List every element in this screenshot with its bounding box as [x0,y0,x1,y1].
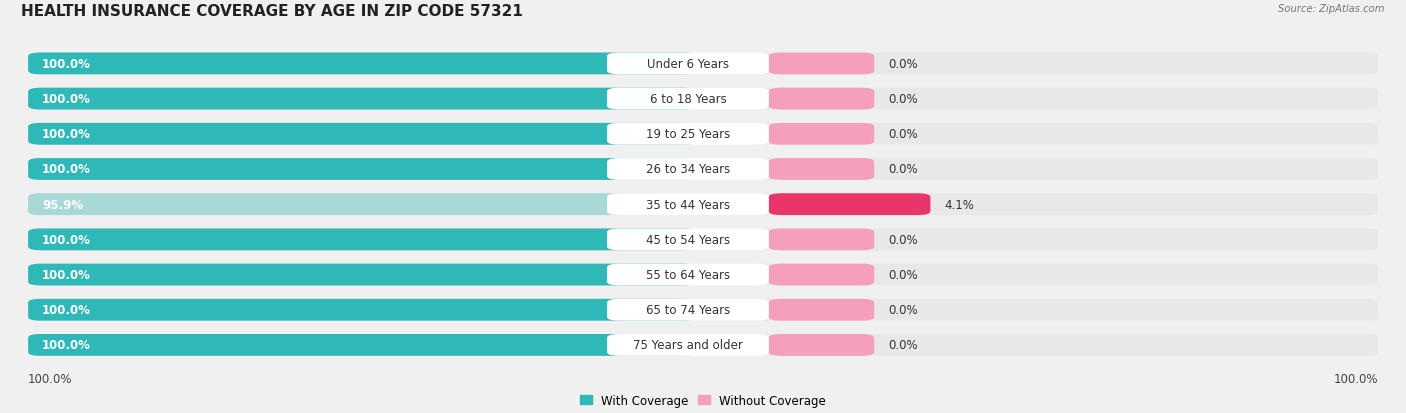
Text: 65 to 74 Years: 65 to 74 Years [645,304,730,316]
Text: 0.0%: 0.0% [889,233,918,246]
Text: 4.1%: 4.1% [945,198,974,211]
FancyBboxPatch shape [769,229,875,251]
Text: Source: ZipAtlas.com: Source: ZipAtlas.com [1278,5,1385,14]
FancyBboxPatch shape [607,229,769,251]
FancyBboxPatch shape [769,299,875,321]
Text: 55 to 64 Years: 55 to 64 Years [645,268,730,281]
FancyBboxPatch shape [28,229,1378,251]
FancyBboxPatch shape [769,88,875,110]
Text: 0.0%: 0.0% [889,163,918,176]
FancyBboxPatch shape [28,299,696,321]
FancyBboxPatch shape [28,88,1378,110]
FancyBboxPatch shape [28,264,696,286]
Text: 100.0%: 100.0% [42,128,91,141]
FancyBboxPatch shape [607,159,769,180]
FancyBboxPatch shape [28,299,1378,321]
FancyBboxPatch shape [28,88,696,110]
FancyBboxPatch shape [769,264,875,286]
FancyBboxPatch shape [28,194,1378,216]
FancyBboxPatch shape [607,264,769,286]
FancyBboxPatch shape [28,264,1378,286]
Text: 75 Years and older: 75 Years and older [633,339,742,351]
FancyBboxPatch shape [28,123,1378,145]
FancyBboxPatch shape [28,334,696,356]
Text: 100.0%: 100.0% [42,339,91,351]
Text: 100.0%: 100.0% [42,233,91,246]
Text: Under 6 Years: Under 6 Years [647,58,728,71]
FancyBboxPatch shape [607,53,769,75]
Text: 26 to 34 Years: 26 to 34 Years [645,163,730,176]
FancyBboxPatch shape [28,123,696,145]
Text: 100.0%: 100.0% [42,58,91,71]
FancyBboxPatch shape [607,88,769,110]
Text: 0.0%: 0.0% [889,93,918,106]
FancyBboxPatch shape [607,194,769,216]
Text: 100.0%: 100.0% [1333,372,1378,385]
Text: 0.0%: 0.0% [889,128,918,141]
Text: 95.9%: 95.9% [42,198,83,211]
Text: 100.0%: 100.0% [42,93,91,106]
FancyBboxPatch shape [607,334,769,356]
Text: 100.0%: 100.0% [42,163,91,176]
Text: 0.0%: 0.0% [889,339,918,351]
Text: 0.0%: 0.0% [889,268,918,281]
FancyBboxPatch shape [769,53,875,75]
Text: 100.0%: 100.0% [42,268,91,281]
Text: 19 to 25 Years: 19 to 25 Years [645,128,730,141]
FancyBboxPatch shape [769,194,931,216]
Legend: With Coverage, Without Coverage: With Coverage, Without Coverage [575,389,831,411]
FancyBboxPatch shape [607,123,769,145]
Text: 35 to 44 Years: 35 to 44 Years [645,198,730,211]
Text: 0.0%: 0.0% [889,58,918,71]
Text: 45 to 54 Years: 45 to 54 Years [645,233,730,246]
FancyBboxPatch shape [769,334,875,356]
FancyBboxPatch shape [607,299,769,321]
FancyBboxPatch shape [28,159,696,180]
Text: 100.0%: 100.0% [28,372,73,385]
Text: 0.0%: 0.0% [889,304,918,316]
FancyBboxPatch shape [28,159,1378,180]
Text: HEALTH INSURANCE COVERAGE BY AGE IN ZIP CODE 57321: HEALTH INSURANCE COVERAGE BY AGE IN ZIP … [21,4,523,19]
FancyBboxPatch shape [28,229,696,251]
FancyBboxPatch shape [769,123,875,145]
Text: 6 to 18 Years: 6 to 18 Years [650,93,727,106]
FancyBboxPatch shape [28,53,696,75]
Text: 100.0%: 100.0% [42,304,91,316]
FancyBboxPatch shape [28,334,1378,356]
FancyBboxPatch shape [28,194,669,216]
FancyBboxPatch shape [769,159,875,180]
FancyBboxPatch shape [28,53,1378,75]
